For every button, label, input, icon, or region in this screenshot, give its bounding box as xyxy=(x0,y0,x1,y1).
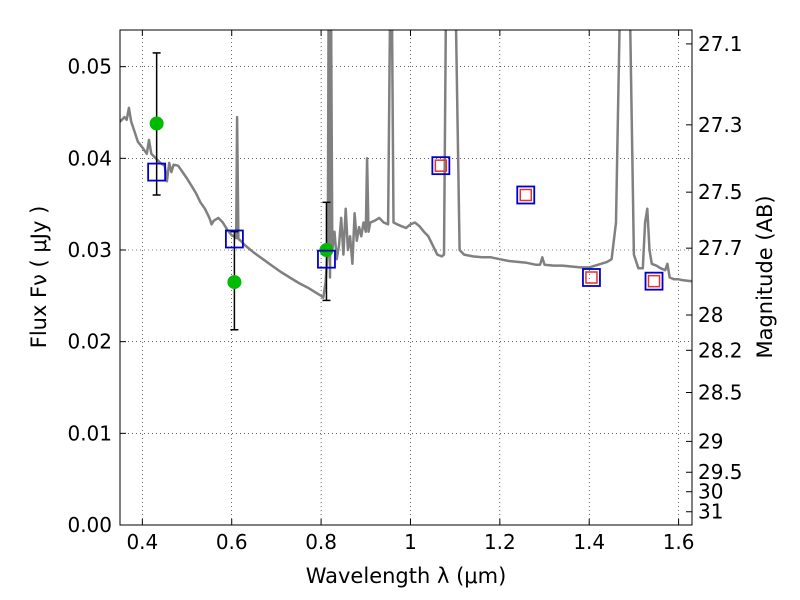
model-band-square xyxy=(644,271,664,291)
x-tick-label: 1.2 xyxy=(484,530,516,554)
axis-ticks: 0.4 0.6 0.8 1 1.2 1.4 1.6 0.00 0.01 0.02 0.03 0.04 0… xyxy=(67,30,743,554)
plot-area xyxy=(120,30,692,331)
y2-tick-label: 27.5 xyxy=(698,180,743,204)
x-tick-label: 1 xyxy=(404,530,417,554)
y2-tick-label: 29 xyxy=(698,429,723,453)
y-tick-label: 0.03 xyxy=(67,238,112,262)
x-tick-label: 0.8 xyxy=(305,530,337,554)
y-tick-label: 0.00 xyxy=(67,513,112,537)
x-axis-label: Wavelength λ (μm) xyxy=(306,564,507,588)
x-tick-label: 1.4 xyxy=(573,530,605,554)
model-band-square xyxy=(431,156,451,176)
y2-tick-label: 28 xyxy=(698,303,723,327)
inner-band-square xyxy=(585,271,598,284)
plot-background xyxy=(120,30,692,525)
y2-tick-label: 27.1 xyxy=(698,32,743,56)
observed-flux-point xyxy=(227,275,242,290)
y2-tick-label: 27.7 xyxy=(698,236,743,260)
y2-tick-label: 30 xyxy=(698,480,723,504)
y-axis-label: Flux Fν ( μJy ) xyxy=(27,206,51,349)
model-band-square xyxy=(317,249,336,269)
x-tick-label: 1.6 xyxy=(663,530,695,554)
model-band-square xyxy=(147,162,167,182)
x-tick-label: 0.4 xyxy=(126,530,158,554)
model-band-square xyxy=(582,268,601,287)
model-band-square xyxy=(224,229,244,249)
y2-axis-label: Magnitude (AB) xyxy=(753,195,777,358)
y2-tick-label: 27.3 xyxy=(698,113,743,137)
y2-tick-label: 29.5 xyxy=(698,460,743,484)
observed-flux-point xyxy=(149,116,164,131)
model-spectrum-line xyxy=(120,30,692,299)
y-tick-label: 0.04 xyxy=(67,146,112,170)
x-tick-label: 0.6 xyxy=(216,530,248,554)
y-tick-label: 0.01 xyxy=(67,421,112,445)
y2-tick-label: 31 xyxy=(698,500,723,524)
y-tick-label: 0.05 xyxy=(67,55,112,79)
plot-frame xyxy=(119,29,693,526)
inner-band-square xyxy=(519,188,533,202)
y-tick-label: 0.02 xyxy=(67,330,112,354)
inner-band-square xyxy=(434,159,448,172)
inner-band-square xyxy=(647,274,661,288)
y2-tick-label: 28.5 xyxy=(698,380,743,404)
y2-tick-label: 28.2 xyxy=(698,338,743,362)
model-band-square xyxy=(516,185,536,205)
